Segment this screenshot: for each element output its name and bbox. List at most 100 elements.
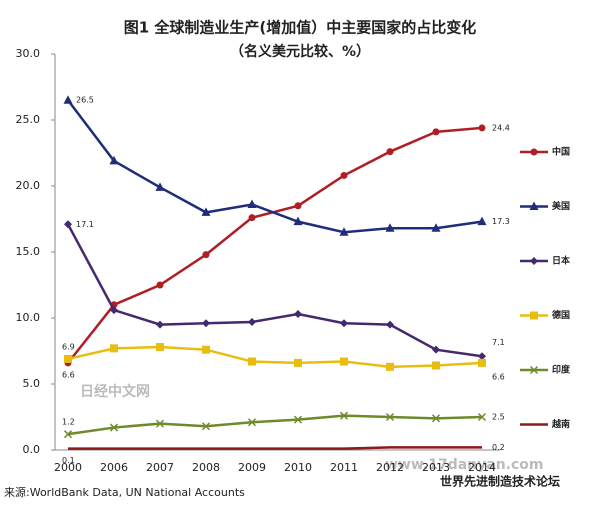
point xyxy=(385,223,395,232)
x-tick-label: 2014 xyxy=(468,461,496,474)
point xyxy=(110,306,118,315)
point xyxy=(339,227,349,236)
point xyxy=(63,430,73,439)
point xyxy=(294,310,302,319)
legend-label: 印度 xyxy=(552,364,571,376)
data-label: 7.1 xyxy=(492,338,505,347)
point xyxy=(109,423,119,432)
point xyxy=(156,320,164,329)
point xyxy=(386,148,394,156)
x-tick-label: 2012 xyxy=(376,461,404,474)
point xyxy=(109,155,119,165)
x-tick-label: 2010 xyxy=(284,461,312,474)
data-label: 2.5 xyxy=(492,413,505,422)
point xyxy=(155,182,165,191)
point xyxy=(63,95,73,104)
legend-label: 美国 xyxy=(552,200,570,212)
source: 来源:WorldBank Data, UN National Accounts xyxy=(4,485,245,499)
series-line xyxy=(67,126,483,364)
point xyxy=(385,412,395,422)
y-tick-label: 5.0 xyxy=(23,377,41,390)
point xyxy=(293,415,303,424)
legend-label: 德国 xyxy=(552,309,570,321)
watermark: 世界先进制造技术论坛 xyxy=(440,474,560,489)
legend-label: 越南 xyxy=(551,418,570,430)
chart-title: 图1 全球制造业生产(增加值）中主要国家的占比变化 xyxy=(124,19,477,37)
data-label: 6.9 xyxy=(62,342,75,351)
point xyxy=(202,345,210,354)
point xyxy=(64,354,72,363)
data-label: 0.2 xyxy=(492,443,505,452)
point xyxy=(110,344,118,353)
point xyxy=(248,214,256,222)
legend-label: 日本 xyxy=(552,255,571,267)
point xyxy=(293,216,303,226)
point xyxy=(530,257,538,265)
data-label: 6.6 xyxy=(492,372,505,381)
point xyxy=(478,352,486,361)
legend-label: 中国 xyxy=(552,146,570,158)
point xyxy=(339,411,349,420)
data-label: 26.5 xyxy=(76,96,94,105)
x-tick-label: 2008 xyxy=(192,461,220,474)
point xyxy=(294,202,302,210)
point xyxy=(248,317,256,326)
series-line xyxy=(67,345,483,369)
x-tick-label: 2013 xyxy=(422,461,450,474)
y-tick-label: 15.0 xyxy=(16,245,41,258)
point xyxy=(248,357,256,366)
series-line xyxy=(67,99,483,234)
chart-subtitle: （名义美元比较、%） xyxy=(230,43,370,60)
watermark: 日经中文网 xyxy=(80,383,150,400)
x-tick-label: 2007 xyxy=(146,461,174,474)
x-tick-label: 2009 xyxy=(238,461,266,474)
x-tick-label: 2011 xyxy=(330,461,358,474)
point xyxy=(530,148,538,156)
y-tick-label: 30.0 xyxy=(16,47,41,60)
y-tick-label: 20.0 xyxy=(16,179,41,192)
data-label: 17.1 xyxy=(76,220,94,229)
data-label: 0.1 xyxy=(62,456,75,465)
point xyxy=(386,320,394,329)
point xyxy=(155,419,165,428)
point xyxy=(156,343,164,352)
point xyxy=(340,171,348,179)
data-label: 24.4 xyxy=(492,123,510,132)
point xyxy=(202,319,210,328)
point xyxy=(432,345,440,354)
point xyxy=(386,362,394,371)
point xyxy=(340,357,348,366)
y-tick-label: 10.0 xyxy=(16,311,41,324)
point xyxy=(201,207,211,216)
series-line xyxy=(66,223,483,358)
point xyxy=(477,412,487,422)
point xyxy=(478,358,486,367)
point xyxy=(432,361,440,370)
series-line xyxy=(67,414,483,436)
y-tick-label: 25.0 xyxy=(16,113,41,126)
series-line xyxy=(68,446,482,450)
data-label: 1.2 xyxy=(62,418,75,427)
point xyxy=(477,216,487,226)
watermark: www.17danyan.com xyxy=(385,457,544,473)
point xyxy=(201,422,211,431)
point xyxy=(530,311,538,320)
point xyxy=(64,220,72,229)
data-label: 17.3 xyxy=(492,217,510,226)
point xyxy=(431,223,441,232)
data-label: 6.6 xyxy=(62,370,75,379)
point xyxy=(478,124,486,132)
point xyxy=(340,319,348,328)
point xyxy=(156,281,164,289)
point xyxy=(529,201,539,210)
x-tick-label: 2006 xyxy=(100,461,128,474)
point xyxy=(247,199,257,208)
point xyxy=(202,251,210,259)
y-tick-label: 0.0 xyxy=(23,443,41,456)
point xyxy=(529,365,539,375)
x-tick-label: 2000 xyxy=(54,461,82,474)
point xyxy=(247,418,257,427)
point xyxy=(294,358,302,367)
point xyxy=(431,414,441,423)
